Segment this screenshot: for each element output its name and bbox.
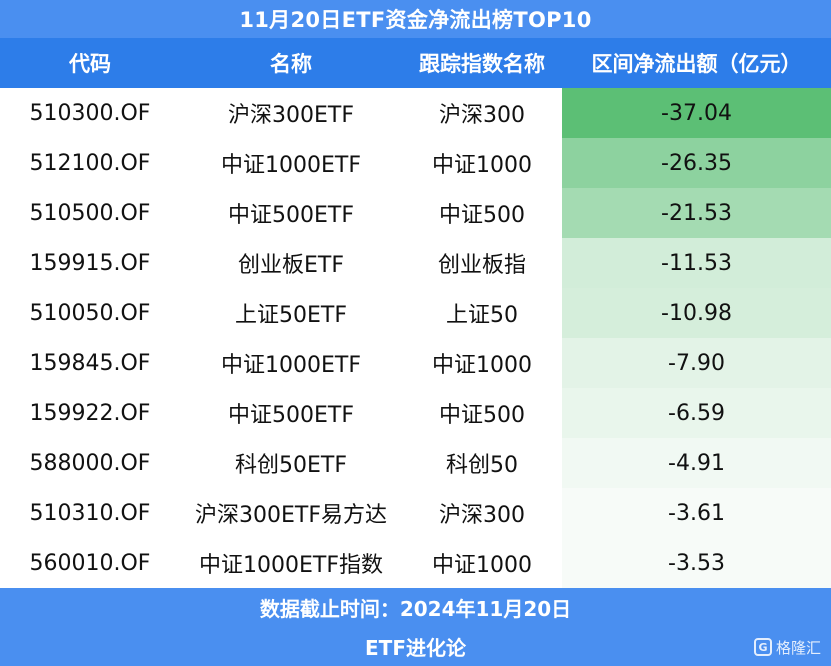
- cell-index: 创业板指: [437, 253, 526, 278]
- heat-cell: [562, 138, 831, 188]
- source-label: ETF进化论: [0, 626, 831, 666]
- cell-flow: -37.04: [661, 100, 732, 126]
- heat-cell: [562, 488, 831, 538]
- cell-index: 中证1000: [432, 553, 532, 578]
- watermark-text: 格隆汇: [775, 638, 821, 657]
- cell-name: 沪深300ETF易方达: [195, 503, 387, 528]
- cell-flow: -3.61: [668, 500, 725, 526]
- cell-name: 中证1000ETF: [221, 353, 361, 378]
- table-row: 512100.OF 中证1000ETF 中证1000 -26.35: [0, 138, 831, 188]
- cell-code: 560010.OF: [29, 550, 151, 576]
- heat-cell: [562, 388, 831, 438]
- heat-cell: [562, 538, 831, 588]
- table-title: 11月20日ETF资金净流出榜TOP10: [0, 0, 831, 38]
- cell-flow: -10.98: [661, 300, 732, 326]
- cell-code: 510050.OF: [29, 300, 151, 326]
- heat-cell: [562, 188, 831, 238]
- table-body: 510300.OF 沪深300ETF 沪深300 -37.04 512100.OF 中证1…: [0, 88, 831, 588]
- cell-flow: -3.53: [668, 550, 725, 576]
- cell-index: 中证500: [439, 203, 525, 228]
- header-index: 跟踪指数名称: [419, 52, 545, 76]
- cell-flow: -7.90: [668, 350, 725, 376]
- heat-cell: [562, 338, 831, 388]
- g-logo-icon: G: [753, 638, 772, 656]
- table-row: 159845.OF 中证1000ETF 中证1000 -7.90: [0, 338, 831, 388]
- heat-cell: [562, 288, 831, 338]
- header-code: 代码: [69, 52, 111, 76]
- data-date: 数据截止时间：2024年11月20日: [0, 588, 831, 626]
- cell-index: 中证1000: [432, 153, 532, 178]
- cell-index: 中证500: [439, 403, 525, 428]
- cell-name: 中证1000ETF指数: [199, 553, 383, 578]
- table-row: 510050.OF 上证50ETF 上证50 -10.98: [0, 288, 831, 338]
- cell-flow: -6.59: [668, 400, 725, 426]
- cell-flow: -11.53: [661, 250, 732, 276]
- watermark: G 格隆汇: [753, 636, 821, 658]
- cell-code: 512100.OF: [29, 150, 151, 176]
- heat-cell: [562, 238, 831, 288]
- cell-code: 510500.OF: [29, 200, 151, 226]
- cell-index: 上证50: [446, 303, 518, 328]
- header-flow: 区间净流出额（亿元）: [591, 52, 802, 76]
- cell-code: 510300.OF: [29, 100, 151, 126]
- cell-name: 沪深300ETF: [228, 103, 354, 128]
- table-row: 159922.OF 中证500ETF 中证500 -6.59: [0, 388, 831, 438]
- table-row: 588000.OF 科创50ETF 科创50 -4.91: [0, 438, 831, 488]
- cell-name: 中证500ETF: [228, 203, 354, 228]
- cell-index: 科创50: [446, 453, 518, 478]
- table-row: 510310.OF 沪深300ETF易方达 沪深300 -3.61: [0, 488, 831, 538]
- table-row: 560010.OF 中证1000ETF指数 中证1000 -3.53: [0, 538, 831, 588]
- cell-code: 510310.OF: [29, 500, 151, 526]
- cell-name: 科创50ETF: [235, 453, 347, 478]
- cell-name: 上证50ETF: [235, 303, 347, 328]
- table-row: 510300.OF 沪深300ETF 沪深300 -37.04: [0, 88, 831, 138]
- cell-index: 中证1000: [432, 353, 532, 378]
- cell-name: 中证1000ETF: [221, 153, 361, 178]
- table-row: 159915.OF 创业板ETF 创业板指 -11.53: [0, 238, 831, 288]
- cell-flow: -21.53: [661, 200, 732, 226]
- cell-name: 创业板ETF: [238, 253, 344, 278]
- cell-index: 沪深300: [439, 503, 525, 528]
- cell-flow: -4.91: [668, 450, 725, 476]
- heat-cell: [562, 438, 831, 488]
- heat-cell: [562, 88, 831, 138]
- cell-flow: -26.35: [661, 150, 732, 176]
- cell-code: 159845.OF: [29, 350, 151, 376]
- cell-code: 159915.OF: [29, 250, 151, 276]
- header-name: 名称: [270, 52, 312, 76]
- table-row: 510500.OF 中证500ETF 中证500 -21.53: [0, 188, 831, 238]
- cell-name: 中证500ETF: [228, 403, 354, 428]
- table-header: 代码 名称 跟踪指数名称 区间净流出额（亿元）: [0, 38, 831, 88]
- cell-index: 沪深300: [439, 103, 525, 128]
- cell-code: 588000.OF: [29, 450, 151, 476]
- cell-code: 159922.OF: [29, 400, 151, 426]
